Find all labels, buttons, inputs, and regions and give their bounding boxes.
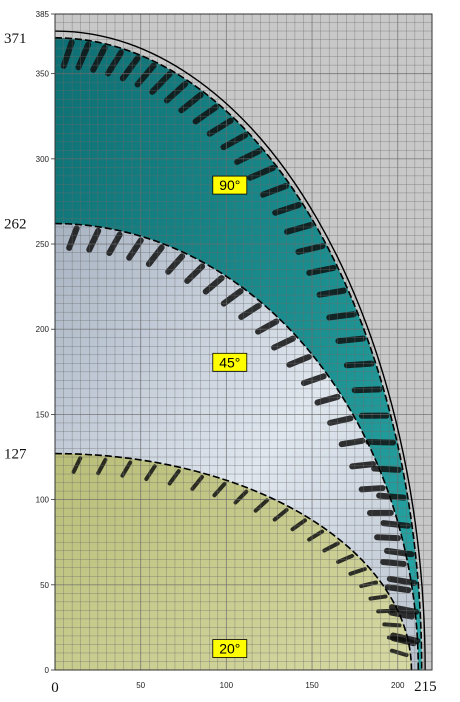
blade-tooth [60,39,75,69]
blade-tooth [190,475,204,491]
blade-tooth [66,225,80,251]
y-tick-label: 250 [36,240,50,249]
zone-label-box [212,639,248,658]
blade-tooth [126,237,144,261]
blade-tooth [253,498,269,513]
blade-tooth [349,461,376,470]
y-tick-label: 150 [36,410,50,419]
y-tick-label: 50 [40,581,49,590]
blade-tooth [295,242,326,255]
blade-tooth [192,104,219,125]
y-tick-label: 200 [36,325,50,334]
zone-boundary-arc [54,452,413,671]
zone-boundary-arc [54,222,420,671]
blade-tooth [233,148,263,165]
blade-tooth [96,457,108,476]
blade-tooth [90,44,108,73]
blade-tooth [348,566,367,576]
plot-frame [54,13,433,671]
zone-label: 45° [219,354,240,370]
x-tick-label: 200 [391,681,405,690]
blade-tooth [255,318,280,335]
blade-tooth [144,464,157,482]
blade-tooth [284,222,314,235]
blade-tooth [371,465,402,473]
x-tick-label: 150 [305,681,319,690]
blade-tooth [300,373,327,387]
blade-tooth [86,227,102,253]
blade-tooth [374,534,401,542]
axis-layer: 50 100 150 200 0 215 0 50 100 150 200 250 300 350 385 3… [4,10,437,696]
blade-tooth [238,302,262,320]
blade-tooth [376,492,407,501]
blade-tooth [119,55,141,82]
blade-tooth [326,311,357,321]
blade-tooth [149,71,173,95]
blade-tooth [368,594,388,601]
y-mark-label: 127 [4,447,27,463]
blade-tooth [351,386,383,394]
y-tick-label: 385 [36,10,50,19]
x-tick-label: 100 [220,681,234,690]
blade-tooth [71,456,83,474]
grid-layer [54,13,433,671]
blade-tooth [382,622,402,628]
blade-tooth [316,287,347,298]
blade-tooth [380,558,407,567]
x-origin-label: 0 [51,680,59,696]
blade-tooth [383,547,415,558]
blade-tooth [386,635,406,643]
blade-tooth [259,182,289,198]
y-tick-label: 100 [36,496,50,505]
zone-label: 90° [219,177,240,193]
blade-tooth [184,263,206,284]
blade-tooth [167,469,181,486]
blade-tooth [233,489,249,505]
y-mark-label: 371 [4,31,27,47]
blade-tooth [327,415,354,426]
blade-tooth [306,264,337,276]
y-tick-label: 350 [36,70,50,79]
zone-2 [55,453,412,670]
boundary-layer [54,30,426,671]
blade-tooth [338,437,366,448]
blade-tooth [220,132,249,151]
blade-tooth [212,481,227,498]
y-tick-label: 300 [36,155,50,164]
x-tick-label: 50 [136,681,145,690]
blade-tooth [206,117,234,137]
blade-tooth [386,575,418,586]
blade-tooth [322,541,340,553]
blade-tooth [272,507,289,522]
blade-tooth [380,520,412,529]
zone-label-box [212,175,248,195]
zone-label-box [212,352,248,372]
outer-envelope-arc [54,30,426,671]
zone-boundary-arc [54,37,423,671]
y-tick-label: 0 [45,666,50,675]
x-max-label: 215 [414,679,437,695]
blade-tooth [336,553,355,564]
blade-tooth [388,609,415,620]
blade-tooth [314,393,341,406]
blade-tooth [335,335,367,344]
zone-label: 20° [219,641,240,657]
blade-tooth [105,49,125,77]
blade-tooth [307,529,325,542]
zone-label-layer: 90° 45° 20° [212,175,248,658]
blade-tooth [202,275,225,295]
blade-tooth [359,580,379,589]
y-mark-label: 262 [4,217,27,233]
blade-tooth [343,360,375,369]
blade-tooth [163,80,189,104]
blade-tooth [290,518,307,532]
